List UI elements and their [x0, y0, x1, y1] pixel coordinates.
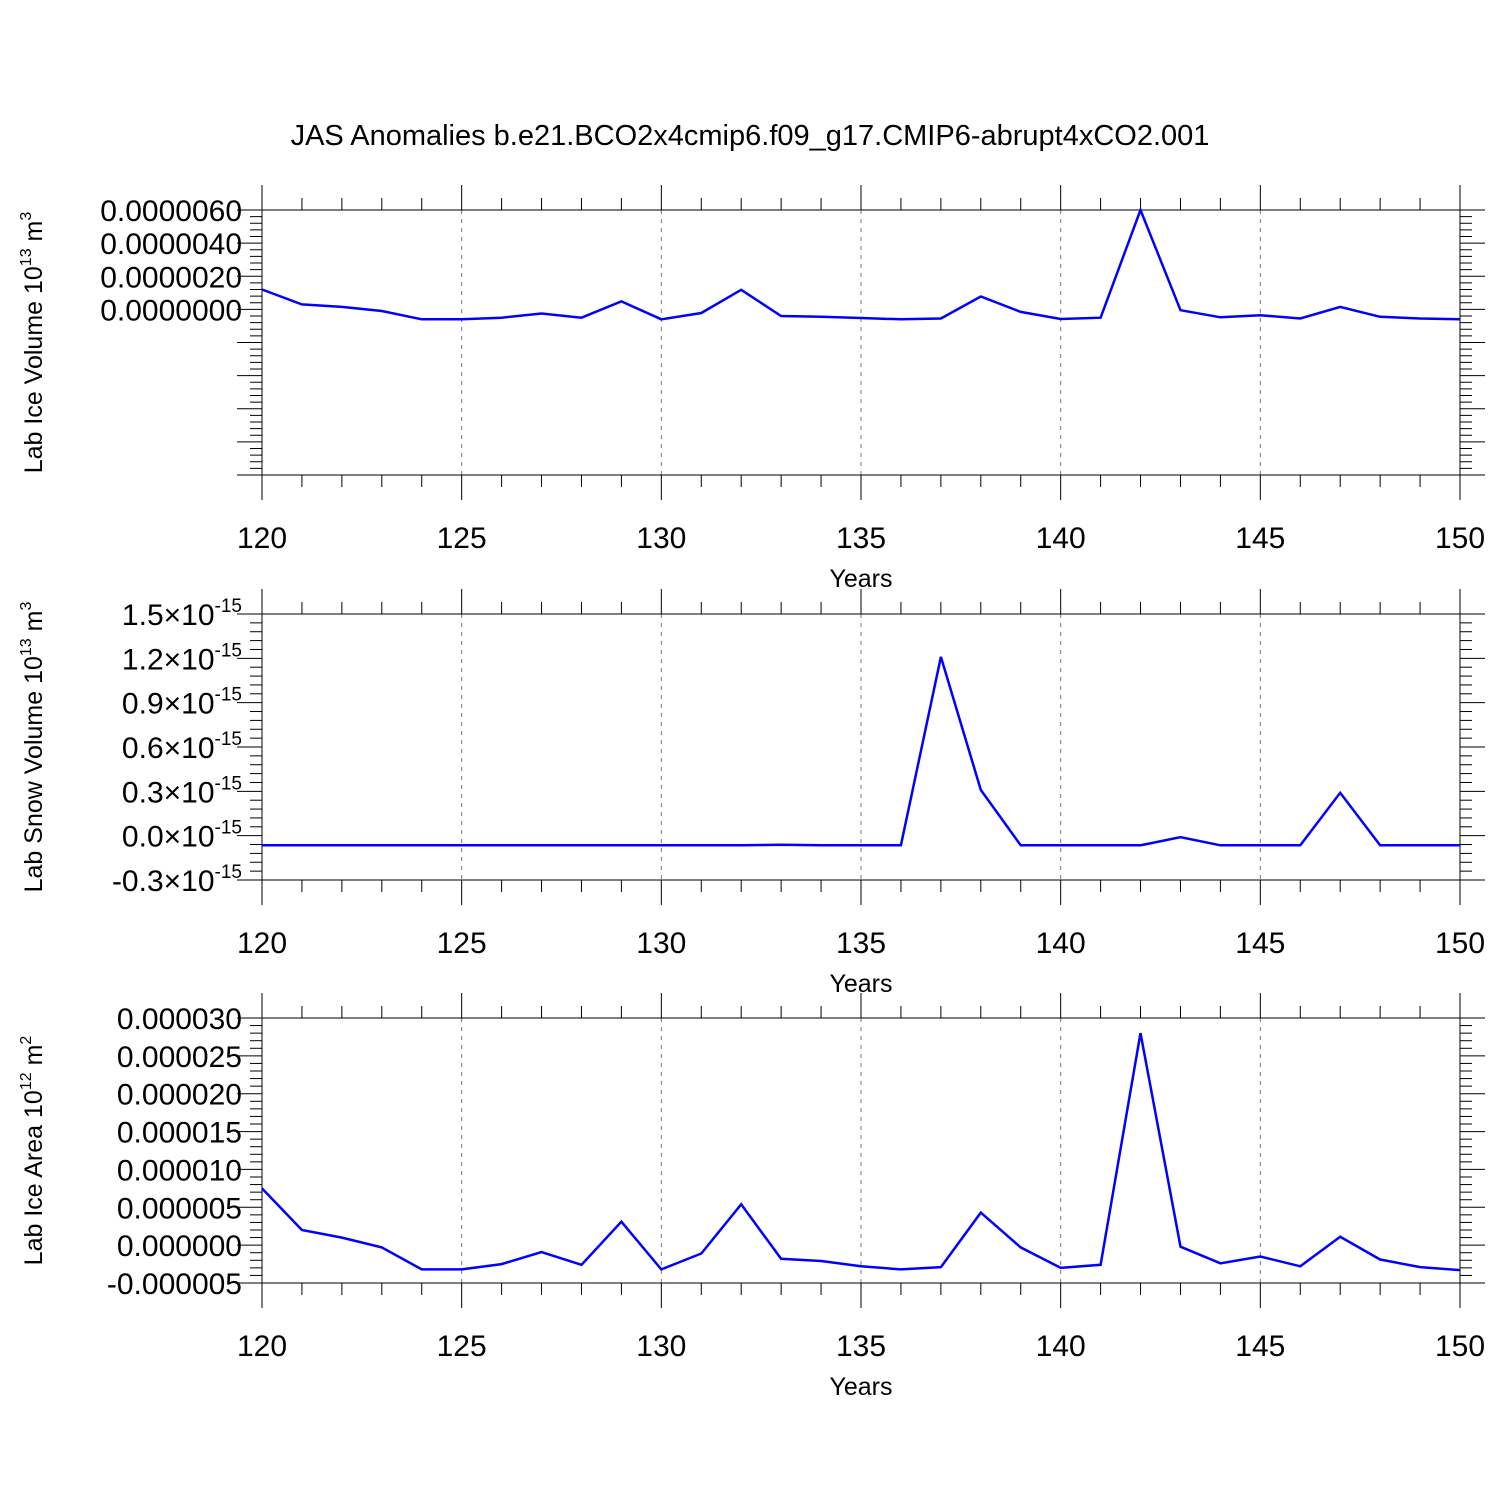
x-tick-label: 120 [237, 927, 287, 960]
x-tick-label: 135 [836, 522, 886, 555]
y-tick-label: 0.6×10-15 [122, 729, 242, 765]
x-tick-label: 135 [836, 1330, 886, 1363]
y-tick-label: 0.000025 [117, 1041, 242, 1074]
panel-1: 120 125 130 135 140 145 1500.00000000.00000200… [18, 185, 1485, 593]
y-tick-label: 0.0000060 [100, 195, 242, 228]
y-tick-label: 1.5×10-15 [122, 596, 242, 632]
x-tick-label: 120 [237, 1330, 287, 1363]
x-tick-label: 140 [1036, 1330, 1086, 1363]
y-axis-label: Lab Snow Volume 1013 m3 [18, 602, 48, 893]
y-tick-label: -0.000005 [107, 1268, 242, 1301]
y-tick-label: 0.3×10-15 [122, 773, 242, 809]
y-tick-label: 0.000010 [117, 1154, 242, 1187]
y-tick-label: 0.0×10-15 [122, 818, 242, 854]
y-tick-label: 0.9×10-15 [122, 685, 242, 721]
x-tick-label: 145 [1235, 522, 1285, 555]
x-tick-label: 120 [237, 522, 287, 555]
chart-title: JAS Anomalies b.e21.BCO2x4cmip6.f09_g17.… [290, 120, 1210, 152]
x-tick-label: 140 [1036, 522, 1086, 555]
panel-3: 120 125 130 135 140 145 150 -0.000005 0.000000 0.… [18, 993, 1485, 1401]
x-tick-label: 145 [1235, 1330, 1285, 1363]
x-tick-label: 125 [437, 1330, 487, 1363]
y-axis-label: Lab Ice Volume 1013 m3 [18, 212, 48, 474]
y-tick-label: 0.000005 [117, 1192, 242, 1225]
x-tick-label: 150 [1435, 1330, 1485, 1363]
y-tick-label: 0.0000020 [100, 261, 242, 294]
x-tick-label: 130 [636, 927, 686, 960]
y-tick-label: 0.000020 [117, 1079, 242, 1112]
x-tick-label: 135 [836, 927, 886, 960]
x-tick-label: 150 [1435, 522, 1485, 555]
y-tick-label: 0.000015 [117, 1117, 242, 1150]
x-tick-label: 140 [1036, 927, 1086, 960]
y-tick-label: -0.3×10-15 [112, 862, 242, 898]
x-tick-label: 125 [437, 927, 487, 960]
x-axis-label: Years [829, 1373, 892, 1401]
y-tick-label: 0.000000 [117, 1230, 242, 1263]
x-tick-label: 145 [1235, 927, 1285, 960]
x-tick-label: 130 [636, 522, 686, 555]
x-axis-label: Years [829, 565, 892, 593]
y-tick-label: 0.000030 [117, 1003, 242, 1036]
x-tick-label: 130 [636, 1330, 686, 1363]
y-tick-label: 0.0000040 [100, 228, 242, 261]
x-tick-label: 125 [437, 522, 487, 555]
y-axis-label: Lab Ice Area 1012 m2 [18, 1036, 48, 1266]
x-tick-label: 150 [1435, 927, 1485, 960]
y-tick-label: 0.0000000 [100, 294, 242, 327]
panel-2: 120 125 130 135 140 145 150 -0.3×10-15 0.0×10-15… [18, 589, 1485, 998]
y-tick-label: 1.2×10-15 [122, 640, 242, 676]
